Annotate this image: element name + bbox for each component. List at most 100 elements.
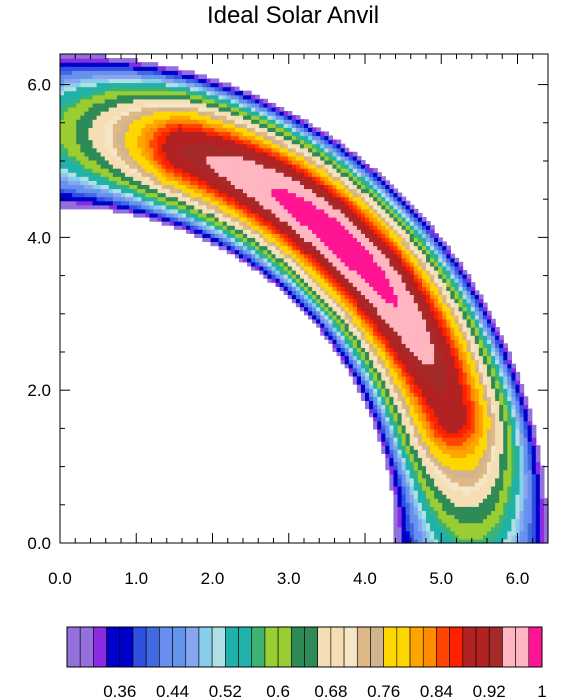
contour-cell xyxy=(446,404,451,410)
contour-cell xyxy=(417,249,423,255)
contour-cell xyxy=(369,257,374,263)
contour-cell xyxy=(348,159,354,165)
contour-cell xyxy=(352,302,358,308)
contour-cell xyxy=(198,78,203,84)
contour-cell xyxy=(60,188,65,194)
contour-cell xyxy=(454,375,460,381)
contour-cell xyxy=(255,164,260,169)
contour-cell xyxy=(145,135,151,141)
contour-cell xyxy=(336,351,342,357)
contour-cell xyxy=(133,119,138,124)
contour-cell xyxy=(234,208,240,214)
contour-cell xyxy=(393,412,399,418)
contour-cell xyxy=(161,212,167,218)
contour-cell xyxy=(360,261,366,267)
contour-cell xyxy=(88,200,94,206)
contour-cell xyxy=(316,274,321,279)
contour-cell xyxy=(194,225,199,230)
contour-cell xyxy=(210,155,216,161)
contour-cell xyxy=(409,339,415,344)
contour-cell xyxy=(145,98,151,104)
contour-cell xyxy=(397,322,403,328)
contour-cell xyxy=(283,249,289,255)
contour-cell xyxy=(385,339,390,344)
contour-cell xyxy=(243,155,248,161)
contour-cell xyxy=(259,147,264,153)
contour-cell xyxy=(108,94,114,100)
contour-cell xyxy=(377,371,382,377)
contour-cell xyxy=(137,208,142,214)
contour-cell xyxy=(108,127,114,133)
contour-cell xyxy=(153,143,159,149)
contour-cell xyxy=(356,245,362,251)
contour-cell xyxy=(332,327,338,332)
contour-cell xyxy=(397,490,403,495)
contour-cell xyxy=(426,327,431,332)
contour-cell xyxy=(104,119,110,124)
contour-cell xyxy=(255,212,260,218)
contour-cell xyxy=(177,106,183,112)
contour-cell xyxy=(438,290,443,296)
contour-cell xyxy=(304,233,309,238)
contour-cell xyxy=(450,408,456,414)
contour-cell xyxy=(194,139,199,145)
contour-cell xyxy=(202,176,207,181)
contour-cell xyxy=(385,412,390,418)
contour-cell xyxy=(251,159,256,165)
contour-cell xyxy=(369,363,374,369)
contour-cell xyxy=(226,180,232,185)
contour-cell xyxy=(255,241,260,247)
contour-cell xyxy=(267,123,273,128)
contour-cell xyxy=(210,241,216,247)
contour-cell xyxy=(299,208,305,214)
contour-cell xyxy=(393,481,399,487)
contour-cell xyxy=(344,327,350,332)
contour-cell xyxy=(409,485,415,491)
contour-cell xyxy=(365,217,370,222)
contour-cell xyxy=(173,168,179,173)
contour-cell xyxy=(214,233,220,238)
contour-cell xyxy=(417,522,423,528)
contour-cell xyxy=(271,135,277,141)
contour-cell xyxy=(96,102,102,108)
contour-cell xyxy=(108,184,114,190)
contour-cell xyxy=(393,327,399,332)
contour-cell xyxy=(153,111,159,116)
contour-cell xyxy=(369,298,374,304)
contour-cell xyxy=(145,208,151,214)
contour-cell xyxy=(291,135,297,141)
contour-cell xyxy=(121,151,126,157)
contour-cell xyxy=(129,86,134,92)
contour-cell xyxy=(393,331,399,336)
contour-cell xyxy=(438,245,443,251)
contour-cell xyxy=(202,159,207,165)
contour-cell xyxy=(405,388,411,393)
contour-cell xyxy=(287,164,293,169)
contour-cell xyxy=(186,159,191,165)
contour-cell xyxy=(458,392,464,397)
contour-cell xyxy=(104,66,110,71)
contour-cell xyxy=(360,176,366,181)
contour-cell xyxy=(413,314,419,320)
contour-cell xyxy=(360,331,366,336)
contour-cell xyxy=(149,172,155,177)
contour-cell xyxy=(405,298,411,304)
contour-cell xyxy=(68,147,73,153)
contour-cell xyxy=(222,98,228,104)
contour-cell xyxy=(104,135,110,141)
contour-cell xyxy=(291,225,297,230)
contour-cell xyxy=(243,225,248,230)
contour-cell xyxy=(64,135,69,141)
contour-cell xyxy=(340,217,346,222)
contour-cell xyxy=(438,518,443,524)
contour-cell xyxy=(381,302,386,308)
contour-cell xyxy=(426,322,431,328)
contour-cell xyxy=(409,441,415,446)
contour-cell xyxy=(373,221,378,226)
contour-cell xyxy=(458,388,464,393)
contour-cell xyxy=(405,237,411,243)
contour-cell xyxy=(413,351,419,357)
contour-cell xyxy=(369,367,374,373)
contour-cell xyxy=(312,172,317,177)
contour-cell xyxy=(68,192,73,198)
